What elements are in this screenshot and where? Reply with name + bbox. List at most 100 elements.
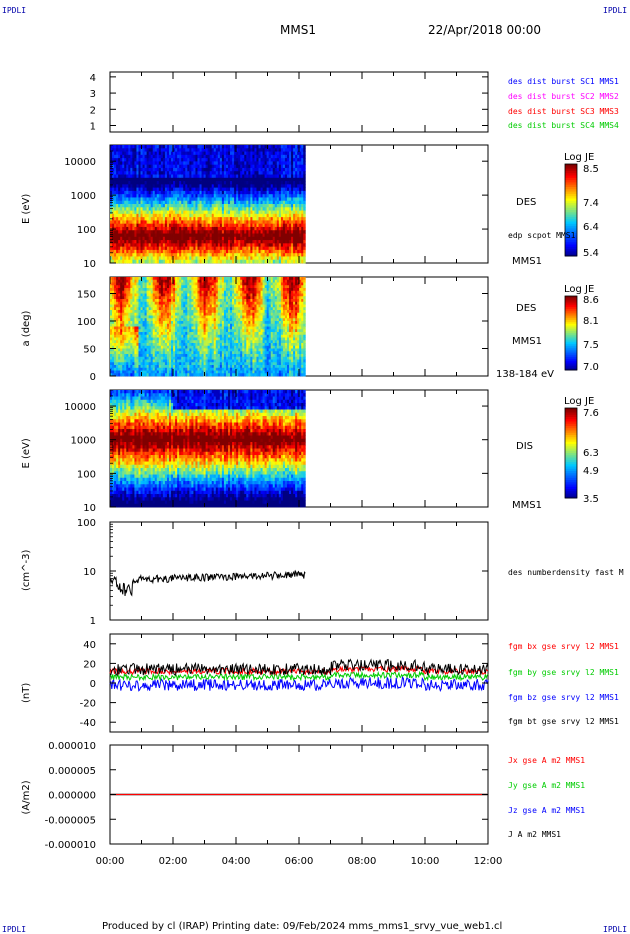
des_pitch-cell	[185, 279, 188, 283]
des_pitch-cell	[175, 312, 178, 316]
des_energy-cell	[175, 204, 178, 208]
des_pitch-cell	[130, 321, 133, 325]
des_pitch-cell	[112, 329, 115, 333]
des_pitch-cell	[179, 296, 182, 300]
des_energy-cell	[162, 145, 166, 149]
des_pitch-cell	[181, 354, 184, 358]
des_pitch-cell	[144, 343, 148, 347]
des_energy-cell	[268, 213, 272, 218]
des_energy-cell	[171, 174, 174, 179]
des_energy-cell	[217, 171, 221, 175]
des_pitch-cell	[128, 365, 131, 369]
des_pitch-cell	[124, 285, 127, 289]
des_energy-cell	[201, 223, 204, 228]
des_energy-cell	[158, 256, 162, 261]
des_pitch-cell	[150, 367, 154, 371]
des_energy-cell	[256, 246, 259, 251]
des_pitch-cell	[160, 359, 164, 363]
des_energy-cell	[199, 236, 202, 241]
des_energy-cell	[258, 171, 261, 175]
des_energy-cell	[126, 184, 129, 189]
des_pitch-cell	[120, 329, 123, 333]
des_energy-cell	[116, 177, 119, 182]
des_energy-colorbar-step	[565, 177, 577, 181]
des_energy-cell	[262, 154, 266, 159]
des_energy-cell	[232, 164, 235, 169]
des_energy-cell	[289, 167, 292, 172]
des_energy-cell	[262, 177, 266, 182]
des_energy-cell	[242, 233, 245, 238]
des_energy-cell	[195, 217, 198, 221]
des_energy-cell	[120, 233, 123, 238]
des_energy-cell	[280, 190, 284, 195]
des_energy-cell	[158, 249, 162, 254]
des_energy-cell	[299, 190, 302, 195]
des_energy-cell	[193, 226, 196, 231]
des_energy-cell	[240, 148, 243, 152]
des_pitch-cell	[130, 307, 133, 311]
des_energy-cell	[189, 167, 192, 172]
des_energy-cell	[199, 210, 202, 215]
des_pitch-cell	[181, 301, 184, 305]
des_energy-cell	[289, 249, 292, 254]
des_energy-cell	[289, 204, 292, 208]
des_energy-cell	[217, 213, 221, 218]
des_energy-cell	[122, 184, 125, 189]
des_energy-cell	[146, 171, 150, 175]
des_energy-cell	[272, 253, 276, 257]
des_energy-cell	[130, 200, 133, 205]
des_energy-cell	[154, 253, 158, 257]
des_energy-cell	[236, 184, 239, 189]
des_energy-cell	[209, 240, 213, 244]
des_energy-cell	[152, 204, 156, 208]
des_energy-cell	[270, 184, 274, 189]
des_energy-cell	[227, 194, 231, 198]
des_energy-cell	[211, 181, 215, 185]
des_energy-cell	[221, 151, 225, 156]
des_energy-cell	[154, 256, 158, 261]
des_pitch-cell	[140, 285, 143, 289]
des_energy-cell	[242, 167, 245, 172]
des_pitch-cell	[134, 288, 137, 292]
des_energy-cell	[244, 259, 247, 264]
des_pitch-cell	[148, 345, 152, 349]
des_pitch-cell	[122, 340, 125, 344]
des_energy-cell	[130, 223, 133, 228]
des_energy-cell	[227, 158, 231, 162]
des_pitch-cell	[122, 365, 125, 369]
des_energy-cell	[116, 210, 119, 215]
des_energy-cell	[217, 240, 221, 244]
des_energy-cell	[236, 213, 239, 218]
des_energy-cell	[291, 226, 294, 231]
des_pitch-cell	[126, 310, 129, 314]
des_pitch-cell	[144, 321, 148, 325]
des_pitch-cell	[118, 318, 121, 322]
des_energy-cell	[175, 259, 178, 264]
des_pitch-cell	[124, 310, 127, 314]
des_energy-cell	[126, 181, 129, 185]
des_energy-cell	[266, 233, 270, 238]
des_energy-cell	[191, 151, 194, 156]
des_energy-cell	[242, 190, 245, 195]
des_energy-cell	[217, 226, 221, 231]
des_energy-cell	[291, 190, 294, 195]
des_energy-cell	[209, 233, 213, 238]
des_pitch-cell	[134, 373, 137, 377]
des_pitch-cell	[124, 315, 127, 319]
des_energy-cell	[236, 151, 239, 156]
des_energy-cell	[213, 220, 217, 225]
des_energy-cell	[244, 253, 247, 257]
des_pitch-cell	[171, 326, 174, 330]
des_energy-cell	[138, 158, 141, 162]
des_energy-cell	[140, 253, 143, 257]
des_energy-cell	[297, 164, 300, 169]
des_energy-cell	[217, 246, 221, 251]
des_pitch-cell	[169, 329, 172, 333]
des_energy-cell	[134, 174, 137, 179]
des_energy-cell	[278, 226, 282, 231]
des_energy-cell	[181, 217, 184, 221]
des_energy-cell	[134, 213, 137, 218]
des_pitch-cell	[166, 343, 170, 347]
des_energy-cell	[134, 230, 137, 234]
des_pitch-cell	[175, 367, 178, 371]
